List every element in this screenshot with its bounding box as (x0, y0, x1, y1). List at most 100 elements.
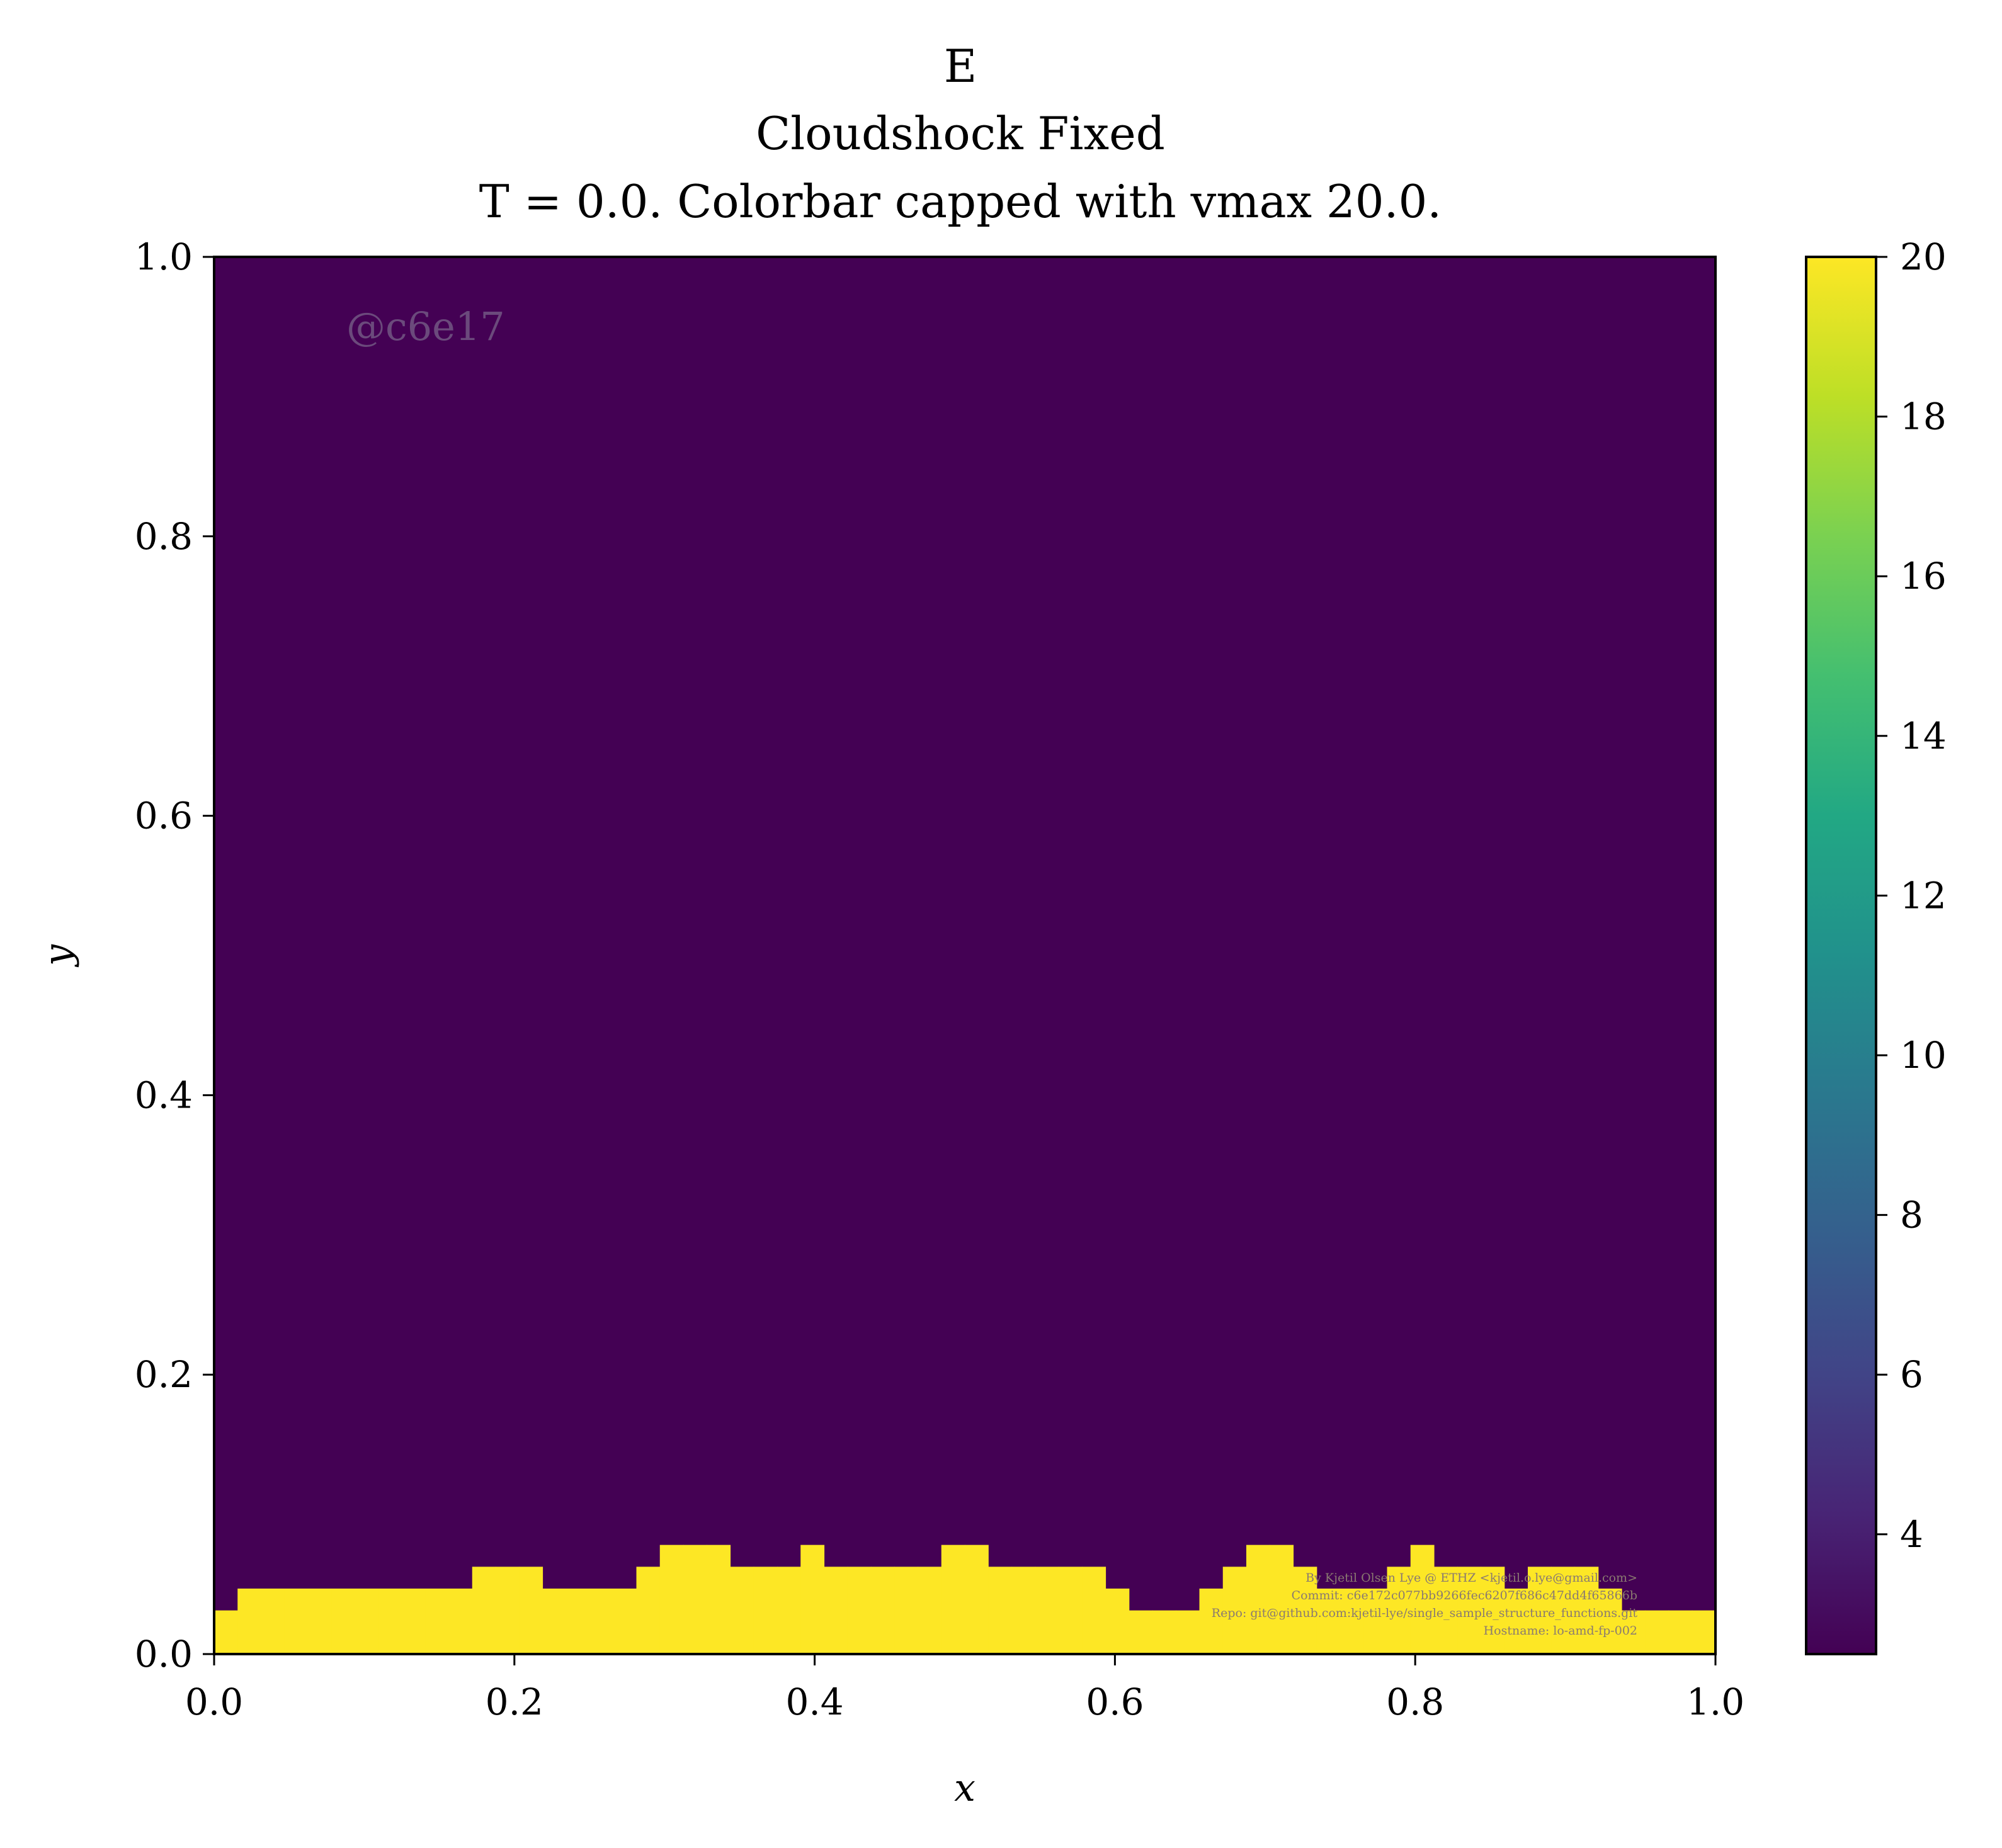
colorbar-tick-label: 18 (1900, 395, 1947, 438)
heatmap-cell-column (1293, 1567, 1317, 1654)
x-tick-label: 0.2 (486, 1681, 543, 1723)
credit-line-4: Hostname: lo-amd-fp-002 (1484, 1624, 1637, 1638)
heatmap-cell-column (1410, 1545, 1435, 1654)
heatmap-cell-column (1504, 1588, 1528, 1654)
heatmap-cell-column (1129, 1610, 1153, 1654)
x-axis-label: x (954, 1766, 975, 1810)
heatmap-cell-column (1668, 1610, 1693, 1654)
heatmap-cell-column (355, 1588, 379, 1654)
heatmap-cell-column (659, 1545, 684, 1654)
colorbar (1805, 256, 1877, 1655)
credit-line-1: By Kjetil Olsen Lye @ ETHZ <kjetil.o.lye… (1305, 1571, 1637, 1585)
heatmap-cell-column (237, 1588, 262, 1654)
heatmap-cell-column (1387, 1567, 1411, 1654)
x-tick-label: 0.6 (1086, 1681, 1144, 1723)
heatmap-cell-column (894, 1567, 919, 1654)
heatmap-cell-column (1199, 1588, 1224, 1654)
heatmap-cell-column (613, 1588, 637, 1654)
y-tick-label: 1.0 (135, 235, 193, 278)
heatmap-cell-column (1692, 1610, 1716, 1654)
title-line-2: Cloudshock Fixed (756, 107, 1165, 160)
heatmap-cell-column (1105, 1588, 1130, 1654)
colorbar-tick-label: 4 (1900, 1513, 1923, 1556)
heatmap-cell-column (331, 1588, 356, 1654)
y-tick-label: 0.6 (135, 795, 193, 837)
heatmap-cell-column (1551, 1567, 1576, 1654)
heatmap-cell-column (448, 1588, 473, 1654)
colorbar-tick-label: 10 (1900, 1034, 1947, 1077)
heatmap-cell-column (214, 1610, 238, 1654)
heatmap-cell-column (589, 1588, 613, 1654)
x-tick-label: 0.4 (785, 1681, 843, 1723)
heatmap-cell-column (1011, 1567, 1036, 1654)
heatmap-high-cells (214, 1545, 1716, 1654)
heatmap-cell-column (1035, 1567, 1059, 1654)
y-axis-label: y (36, 944, 80, 968)
colorbar-axis: 4 6 8 10 12 14 16 18 20 (1876, 235, 1947, 1556)
heatmap-cell-column (378, 1588, 402, 1654)
heatmap-cell-column (1363, 1588, 1388, 1654)
heatmap-cell-column (1316, 1588, 1341, 1654)
heatmap-cell-column (261, 1588, 285, 1654)
heatmap-cell-column (496, 1567, 520, 1654)
credit-line-2: Commit: c6e172c077bb9266fec6207f686c47dd… (1292, 1589, 1637, 1602)
x-axis: 0.0 0.2 0.4 0.6 0.8 1.0 (185, 1654, 1744, 1723)
y-tick-label: 0.4 (135, 1074, 193, 1116)
credits-watermark: By Kjetil Olsen Lye @ ETHZ <kjetil.o.lye… (1212, 1571, 1638, 1638)
watermark-id: @c6e17 (346, 303, 505, 349)
heatmap-cell-column (1645, 1610, 1669, 1654)
heatmap-cell-column (1457, 1567, 1482, 1654)
heatmap-cell-column (800, 1545, 825, 1654)
x-tick-label: 0.8 (1386, 1681, 1444, 1723)
colorbar-tick-label: 6 (1900, 1353, 1923, 1396)
heatmap-cell-column (1246, 1545, 1270, 1654)
heatmap-cell-column (1528, 1567, 1552, 1654)
heatmap-cell-column (1270, 1545, 1294, 1654)
heatmap-cell-column (566, 1588, 590, 1654)
heatmap-cell-column (284, 1588, 309, 1654)
heatmap-cell-column (988, 1567, 1013, 1654)
heatmap-cell-column (1481, 1567, 1505, 1654)
heatmap-cell-column (308, 1588, 332, 1654)
heatmap-cell-column (425, 1588, 450, 1654)
heatmap-cell-column (636, 1567, 661, 1654)
colorbar-tick-label: 20 (1900, 235, 1947, 278)
heatmap-cell-column (753, 1567, 778, 1654)
heatmap-cell-column (1340, 1588, 1364, 1654)
heatmap-cell-column (542, 1588, 567, 1654)
y-axis: 0.0 0.2 0.4 0.6 0.8 1.0 (135, 235, 214, 1675)
heatmap-cell-column (730, 1567, 754, 1654)
heatmap-cell-column (1222, 1567, 1247, 1654)
y-tick-label: 0.8 (135, 515, 193, 558)
y-tick-label: 0.0 (135, 1633, 193, 1675)
heatmap-cell-column (707, 1545, 731, 1654)
colorbar-tick-label: 12 (1900, 874, 1947, 917)
credit-line-3: Repo: git@github.com:kjetil-lye/single_s… (1212, 1606, 1638, 1620)
heatmap-cell-column (1176, 1610, 1200, 1654)
x-tick-label: 1.0 (1686, 1681, 1744, 1723)
colorbar-tick-label: 14 (1900, 715, 1947, 757)
heatmap-cell-column (472, 1567, 496, 1654)
plot-frame (213, 256, 1717, 1655)
heatmap-cell-column (824, 1567, 848, 1654)
heatmap-cell-column (1082, 1567, 1106, 1654)
heatmap-cell-column (777, 1567, 801, 1654)
title-line-1: E (944, 40, 977, 93)
heatmap-cell-column (683, 1545, 707, 1654)
heatmap-cell-column (402, 1588, 426, 1654)
heatmap-cell-column (519, 1567, 543, 1654)
heatmap-cell-column (1622, 1610, 1646, 1654)
heatmap-cell-column (1598, 1588, 1622, 1654)
heatmap-cell-column (1152, 1610, 1176, 1654)
heatmap-plot (214, 257, 1716, 1654)
colorbar-tick-label: 16 (1900, 555, 1947, 598)
heatmap-cell-column (1434, 1567, 1458, 1654)
heatmap-background (214, 257, 1715, 1654)
heatmap-cell-column (1059, 1567, 1083, 1654)
y-tick-label: 0.2 (135, 1353, 193, 1396)
colorbar-tick-label: 8 (1900, 1194, 1923, 1237)
heatmap-cell-column (847, 1567, 872, 1654)
title-line-3: T = 0.0. Colorbar capped with vmax 20.0. (479, 175, 1442, 228)
heatmap-cell-column (965, 1545, 989, 1654)
